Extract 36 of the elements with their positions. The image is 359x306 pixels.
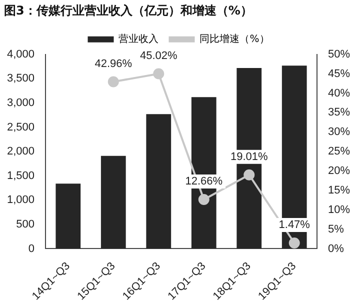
y2-tick-label: 25% — [328, 146, 350, 158]
y-tick-label: 2,500 — [6, 121, 35, 134]
data-label: 42.96% — [94, 58, 132, 70]
y-tick-label: 500 — [16, 218, 35, 230]
data-label: 1.47% — [278, 219, 310, 232]
bar — [146, 114, 172, 249]
point — [244, 169, 255, 180]
y-tick-label: 3,500 — [6, 72, 35, 85]
y-tick-label: 4,000 — [6, 48, 35, 60]
y-tick-label: 0 — [28, 242, 35, 255]
bar — [100, 156, 126, 249]
y2-tick-label: 20% — [328, 165, 350, 178]
point — [153, 68, 164, 80]
y2-tick-label: 35% — [328, 106, 350, 119]
legend-label: 营业收入 — [118, 32, 159, 45]
point — [288, 238, 300, 249]
data-label: 12.66% — [185, 176, 223, 188]
y-tick-label: 1,000 — [6, 194, 35, 206]
y2-tick-label: 0% — [328, 242, 344, 255]
chart-title: 图3：传媒行业营业收入（亿元）和增速（%） — [4, 3, 252, 18]
y2-tick-label: 45% — [328, 68, 350, 80]
point — [108, 76, 119, 88]
y-tick-label: 2,000 — [6, 146, 35, 158]
point — [198, 194, 210, 206]
data-label: 45.02% — [140, 50, 178, 62]
y2-tick-label: 30% — [328, 126, 350, 138]
y2-tick-label: 15% — [328, 184, 350, 196]
y-tick-label: 3,000 — [6, 97, 35, 110]
y2-tick-label: 40% — [328, 87, 350, 100]
y2-tick-label: 10% — [328, 204, 350, 216]
legend-label: 同比增速（%） — [200, 32, 270, 45]
y2-tick-label: 50% — [328, 48, 350, 60]
y-tick-label: 1,500 — [6, 170, 35, 182]
bar — [56, 184, 81, 249]
data-label: 19.01% — [230, 150, 268, 163]
y2-tick-label: 5% — [328, 223, 344, 236]
